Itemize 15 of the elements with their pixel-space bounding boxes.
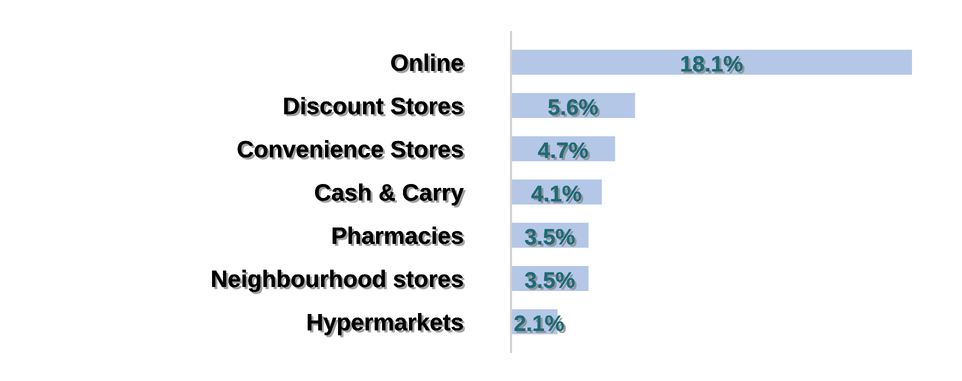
data-label: 5.6%: [548, 99, 600, 118]
data-label: 3.5%: [524, 228, 577, 247]
data-label: 4.7%: [538, 142, 590, 160]
data-label: 3.5%: [524, 272, 577, 290]
bar: [511, 50, 912, 75]
y-tick-label: Neighbourhood stores: [212, 270, 465, 294]
data-label: 4.1%: [531, 186, 584, 204]
data-label: 2.1%: [514, 315, 566, 334]
y-tick-label: Convenience Stores: [238, 140, 465, 160]
y-tick-label: Cash & Carry: [315, 183, 466, 208]
y-tick-label: Hypermarkets: [308, 313, 465, 338]
y-tick-label: Pharmacies: [332, 226, 465, 246]
data-label: 18.1%: [681, 56, 745, 74]
y-tick-label: Online: [391, 54, 466, 74]
y-tick-label: Discount Stores: [284, 96, 465, 116]
